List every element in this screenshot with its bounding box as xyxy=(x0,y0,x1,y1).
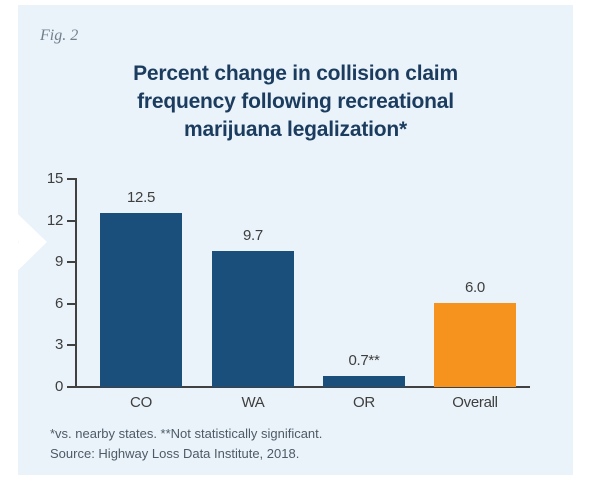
y-axis-tick-label: 3 xyxy=(54,336,63,354)
footnote: *vs. nearby states. **Not statistically … xyxy=(50,424,322,464)
bar-value-label-overall: 6.0 xyxy=(465,278,485,296)
y-axis-tick xyxy=(67,302,75,305)
y-axis-tick-label: 15 xyxy=(46,170,63,187)
x-axis-label-overall: Overall xyxy=(452,394,498,411)
x-axis-label-or: OR xyxy=(353,394,375,411)
footnote-line-1: *vs. nearby states. **Not statistically … xyxy=(50,426,323,441)
y-axis-tick xyxy=(67,178,75,180)
bar-or xyxy=(323,376,405,387)
x-axis-label-wa: WA xyxy=(241,394,265,411)
y-axis-line xyxy=(75,178,77,388)
bar-co xyxy=(100,212,182,387)
bar-value-label-co: 12.5 xyxy=(127,188,155,206)
chart-title-line-1: Percent change in collision claim xyxy=(133,62,458,85)
bar-value-label-or: 0.7** xyxy=(348,352,380,370)
bar-overall xyxy=(434,302,516,387)
y-axis-tick-label: 12 xyxy=(46,211,63,229)
chevron-right-icon xyxy=(0,197,47,288)
y-axis-tick-label: 9 xyxy=(54,253,63,271)
y-axis-tick-label: 6 xyxy=(54,294,63,312)
figure-label: Fig. 2 xyxy=(40,27,79,44)
bar-chart: 0 3 6 9 12 15 12.5 CO 9.7 WA 0.7** OR 6.0 Overall xyxy=(18,5,573,475)
y-axis-tick xyxy=(67,344,75,347)
bar-wa xyxy=(212,251,294,387)
chart-title-line-3: marijuana legalization* xyxy=(184,118,407,141)
footnote-line-2: Source: Highway Loss Data Institute, 201… xyxy=(50,446,300,461)
y-axis-tick xyxy=(67,261,75,264)
chart-title-line-2: frequency following recreational xyxy=(137,90,454,113)
x-axis-label-co: CO xyxy=(130,394,152,411)
bar-value-label-wa: 9.7 xyxy=(243,227,263,245)
y-axis-tick xyxy=(67,219,75,222)
figure-panel: Fig. 2 Percent change in collision claim… xyxy=(18,5,573,475)
y-axis-tick-label: 0 xyxy=(54,378,63,395)
x-axis-line xyxy=(67,386,530,388)
chart-title: Percent change in collision claim freque… xyxy=(18,60,573,144)
